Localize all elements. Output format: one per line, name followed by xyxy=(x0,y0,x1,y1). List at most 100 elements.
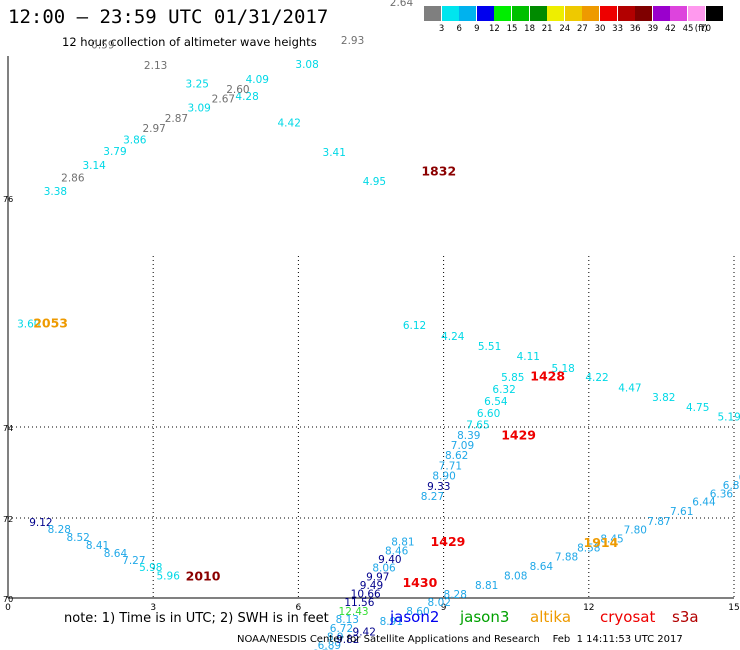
colorbar-swatch xyxy=(688,6,705,21)
wave-height-value: 2.13 xyxy=(144,60,167,72)
map-title: 12:00 – 23:59 UTC 01/31/2017 xyxy=(8,6,329,28)
wave-height-value: 4.28 xyxy=(235,91,258,103)
wave-height-value: 5.19 xyxy=(717,412,740,424)
wave-height-value: 8.52 xyxy=(66,532,89,544)
lat-tick-label: 72 xyxy=(3,515,13,524)
wave-height-value: 8.58 xyxy=(577,543,600,555)
wave-height-value: 4.24 xyxy=(441,331,465,343)
wave-height-value: 8.62 xyxy=(445,450,468,462)
wave-height-value: 8.28 xyxy=(48,524,71,536)
wave-height-value: 4.09 xyxy=(246,74,269,86)
wave-height-value: 2.87 xyxy=(165,113,188,125)
wave-height-value: 5.96 xyxy=(157,571,181,583)
wave-height-value: 8.9 xyxy=(327,631,344,643)
satellite-cryosat: cryosat xyxy=(600,608,656,626)
wave-height-value: 4.75 xyxy=(686,402,709,414)
wave-height-value: 7.61 xyxy=(670,506,693,518)
lon-tick-label: 15 xyxy=(728,603,739,613)
wave-height-value: 3.82 xyxy=(652,392,675,404)
satellite-s3a: s3a xyxy=(672,608,699,626)
wave-height-value: 3.60 xyxy=(17,319,40,331)
colorbar-swatch xyxy=(547,6,565,21)
wave-height-value: 8.60 xyxy=(406,606,429,618)
lat-tick-label: 74 xyxy=(3,424,13,433)
wave-height-value: 8.41 xyxy=(86,540,109,552)
colorbar-swatch xyxy=(670,6,688,21)
wave-height-value: 4.95 xyxy=(363,176,386,188)
wave-height-value: 3.41 xyxy=(323,147,346,159)
colorbar-label: 9 xyxy=(474,24,480,34)
wave-height-value: 12.43 xyxy=(339,606,369,618)
colorbar-swatch xyxy=(459,6,477,21)
colorbar-label: 36 xyxy=(629,24,641,34)
colorbar-label: 3 xyxy=(438,24,445,34)
lat-tick-label: 76 xyxy=(3,195,13,204)
wave-height-value: 8.28 xyxy=(444,589,467,601)
wave-height-value: 0.59 xyxy=(91,40,114,52)
wave-height-value: 8.81 xyxy=(391,537,414,549)
wave-height-value: 8.06 xyxy=(372,563,396,575)
colorbar-swatch xyxy=(476,6,494,21)
pass-time-label: 1914 xyxy=(584,535,619,550)
pass-time-label: 1429 xyxy=(501,427,536,442)
wave-height-value: 8.45 xyxy=(600,533,623,545)
wave-height-value: 3.25 xyxy=(186,79,209,91)
credit-line: NOAA/NESDIS Center for Satellite Applica… xyxy=(237,634,683,645)
colorbar-swatch xyxy=(494,6,512,21)
wave-height-value: 3.38 xyxy=(44,186,67,198)
colorbar-label: 18 xyxy=(524,24,535,34)
wave-height-value: 8.90 xyxy=(432,471,455,483)
wave-height-value: 2.60 xyxy=(226,84,249,96)
wave-height-value: 7.88 xyxy=(555,551,578,563)
colorbar-label: 33 xyxy=(612,24,623,34)
lon-tick-label: 9 xyxy=(441,603,447,613)
wave-height-value: 9.33 xyxy=(427,481,450,493)
colorbar-swatch xyxy=(441,6,459,21)
colorbar-swatch xyxy=(424,6,441,21)
colorbar-label: 30 xyxy=(594,24,606,34)
wave-height-value: 5.51 xyxy=(478,341,501,353)
wave-height-value: 8.13 xyxy=(336,614,359,626)
wave-height-value: 9.82 xyxy=(336,634,359,646)
lon-tick-label: 6 xyxy=(296,603,302,613)
wave-height-value: 2.86 xyxy=(61,172,85,184)
wave-height-value: 9.97 xyxy=(366,571,389,583)
wave-height-value: 3.08 xyxy=(295,59,318,71)
wave-height-value: 8.08 xyxy=(504,571,527,583)
lon-tick-label: 0 xyxy=(5,603,11,613)
wave-height-value: 2.67 xyxy=(212,93,235,105)
wave-height-value: 4.47 xyxy=(618,383,641,395)
wave-height-value: 6.60 xyxy=(477,408,500,420)
pass-time-label: 1429 xyxy=(431,534,466,549)
wave-height-value: 7.80 xyxy=(624,525,647,537)
colorbar-label: 42 xyxy=(664,24,676,34)
wave-height-value: 7.71 xyxy=(439,461,462,473)
wave-height-value: 8.39 xyxy=(457,430,480,442)
wave-height-value: 8.02 xyxy=(428,597,451,609)
wave-height-value: 6.54 xyxy=(484,396,508,408)
wave-height-value: 4.22 xyxy=(585,372,608,384)
colorbar-unit: (ft) xyxy=(694,24,708,34)
pass-time-label: 1428 xyxy=(530,369,565,384)
colorbar-swatch xyxy=(600,6,617,21)
wave-height-value: 7.87 xyxy=(647,516,670,528)
colorbar-label: 24 xyxy=(559,24,571,34)
pass-time-label: 2053 xyxy=(33,316,68,331)
wave-height-value: 3.14 xyxy=(82,160,106,172)
lat-tick-label: 70 xyxy=(3,595,13,604)
wave-height-value: 5.18 xyxy=(551,363,574,375)
wave-height-value: 8.64 xyxy=(530,561,554,573)
satellite-jason2: jason2 xyxy=(390,608,440,626)
colorbar-label: 45 xyxy=(682,24,694,34)
pass-time-label: 1430 xyxy=(402,575,437,590)
wave-height-value: 10.66 xyxy=(351,589,381,601)
wave-height-value: 9.40 xyxy=(378,554,401,566)
wave-height-value: 4.11 xyxy=(517,351,540,363)
colorbar-label: 12 xyxy=(488,24,500,34)
wave-height-value: 2.64 xyxy=(390,0,414,9)
pass-time-label: 1832 xyxy=(421,164,456,179)
satellite-altika: altika xyxy=(530,608,572,626)
wave-height-value: 8.81 xyxy=(475,580,498,592)
colorbar-label: 70 xyxy=(700,24,711,34)
colorbar-label: 15 xyxy=(506,24,518,34)
